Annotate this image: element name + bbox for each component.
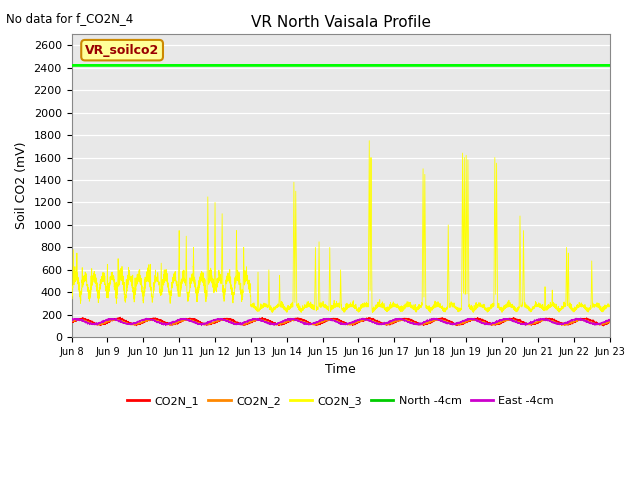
Title: VR North Vaisala Profile: VR North Vaisala Profile bbox=[250, 15, 431, 30]
X-axis label: Time: Time bbox=[325, 362, 356, 375]
Legend: CO2N_1, CO2N_2, CO2N_3, North -4cm, East -4cm: CO2N_1, CO2N_2, CO2N_3, North -4cm, East… bbox=[123, 391, 559, 411]
Text: No data for f_CO2N_4: No data for f_CO2N_4 bbox=[6, 12, 134, 25]
Y-axis label: Soil CO2 (mV): Soil CO2 (mV) bbox=[15, 142, 28, 229]
Text: VR_soilco2: VR_soilco2 bbox=[85, 44, 159, 57]
